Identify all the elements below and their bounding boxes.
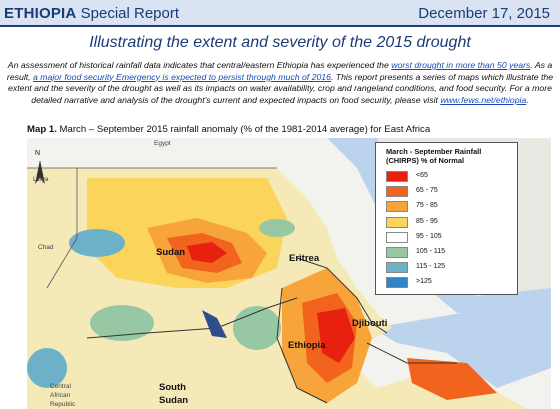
legend-swatch [386, 277, 408, 289]
report-name: ETHIOPIA Special Report [4, 5, 179, 22]
legend-label: 85 - 95 [416, 217, 438, 225]
legend-swatch [386, 231, 408, 243]
border-chad-sudan [46, 168, 78, 289]
fews-net-link[interactable]: www.fews.net/ethiopia [440, 94, 527, 105]
intro-paragraph: An assessment of historical rainfall dat… [4, 60, 556, 106]
sudan-anomaly-extreme [187, 242, 227, 263]
intro-text-3: . This report presents a series of maps … [8, 71, 554, 105]
wet-patch-north [259, 219, 295, 237]
wet-patch-west [69, 229, 125, 257]
legend-label: <65 [416, 172, 428, 179]
label-ethiopia: Ethiopia [288, 340, 326, 351]
legend-title: March - September Rainfall (CHIRPS) % of… [386, 147, 482, 165]
legend-swatch [386, 216, 408, 228]
legend-swatch [386, 186, 408, 198]
legend-label: 105 - 115 [416, 248, 446, 255]
gulf-of-aden [372, 298, 551, 388]
label-car-line1: Central [50, 383, 71, 390]
wet-patch-south-sudan [233, 306, 281, 350]
label-libya: Libya [33, 176, 49, 183]
north-arrow-icon [35, 160, 45, 184]
legend-swatch [386, 171, 408, 182]
label-south-sudan-line2: Sudan [159, 395, 189, 406]
border-ethiopia-west [276, 287, 328, 404]
legend-label: 65 - 75 [416, 187, 438, 195]
map-caption-text: March – September 2015 rainfall anomaly … [56, 124, 431, 135]
map-number: Map 1. [27, 124, 57, 135]
food-security-emergency-link[interactable]: a major food security Emergency is expec… [33, 71, 331, 82]
border-djibouti [356, 297, 388, 334]
wet-patch-car [27, 348, 67, 388]
label-sudan: Sudan [156, 247, 186, 258]
legend-label: >125 [416, 278, 432, 286]
report-date: December 17, 2015 [418, 5, 550, 22]
somalia-anomaly [407, 358, 497, 400]
north-letter: N [35, 150, 41, 157]
north-arrow [33, 158, 47, 188]
legend-swatch [386, 262, 408, 274]
report-header: ETHIOPIA Special Report December 17, 201… [0, 0, 560, 27]
legend-label: 115 - 125 [416, 263, 446, 271]
label-eritrea: Eritrea [289, 253, 320, 264]
border-ethiopia-somalia [366, 342, 457, 364]
report-title: Illustrating the extent and severity of … [89, 34, 471, 51]
intro-text-2: . As a result, [6, 60, 553, 82]
wet-patch-south-west [90, 305, 154, 341]
legend-label: 95 - 105 [416, 232, 442, 240]
intro-text-1: An assessment of historical rainfall dat… [7, 60, 392, 70]
legend-swatch [386, 201, 408, 213]
map-legend: March - September Rainfall (CHIRPS) % of… [375, 142, 518, 295]
label-djibouti: Djibouti [352, 318, 388, 329]
map-caption: Map 1. March – September 2015 rainfall a… [27, 124, 430, 135]
legend-swatch [386, 247, 408, 258]
label-car-line3: Republic [50, 401, 76, 408]
label-egypt: Egypt [154, 140, 171, 147]
label-south-sudan-line1: South [159, 382, 186, 393]
intro-text-4: . [526, 94, 529, 105]
report-type: Special Report [80, 5, 180, 22]
country-name: ETHIOPIA [4, 5, 77, 22]
worst-drought-link[interactable]: worst drought in more than 50 years [391, 60, 531, 70]
lake-region [202, 310, 227, 338]
ethiopia-anomaly-extreme [317, 308, 355, 363]
legend-label: 75 - 85 [416, 202, 438, 210]
label-chad: Chad [38, 244, 54, 251]
border-eritrea [296, 257, 358, 299]
label-car-line2: African [50, 392, 71, 399]
